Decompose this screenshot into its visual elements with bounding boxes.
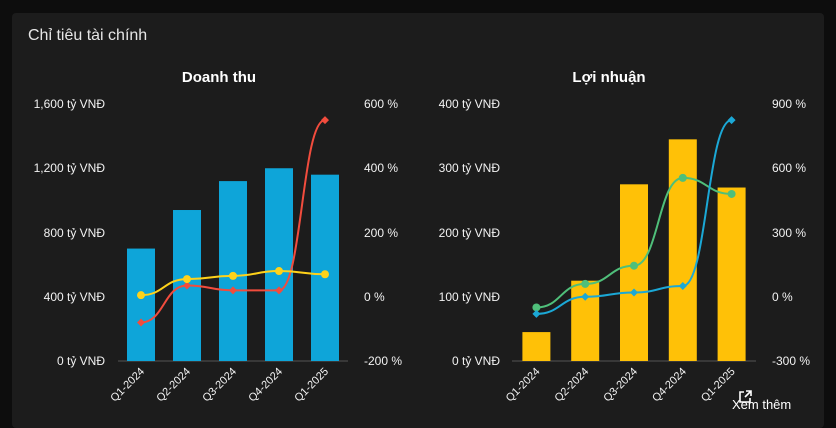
revenue-line-0-point[interactable] [275, 286, 283, 295]
profit-right-tick: 600 % [772, 161, 806, 175]
revenue-line-1-point[interactable] [137, 291, 145, 300]
revenue-line-1-point[interactable] [321, 270, 329, 279]
profit-line-1-point[interactable] [678, 282, 687, 291]
revenue-x-label: Q4-2024 [246, 366, 285, 405]
revenue-left-tick: 0 tỷ VNĐ [57, 354, 105, 368]
profit-right-tick: -300 % [772, 354, 810, 368]
revenue-left-tick: 400 tỷ VNĐ [44, 290, 106, 304]
revenue-line-0 [140, 119, 326, 324]
profit-chart: Lợi nhuận 400 tỷ VNĐ 300 tỷ VNĐ 200 tỷ V… [439, 69, 811, 404]
profit-line-0-point[interactable] [532, 303, 541, 312]
revenue-line-0-point[interactable] [321, 116, 329, 125]
revenue-line-0-point[interactable] [183, 281, 191, 290]
revenue-x-label: Q3-2024 [200, 366, 239, 405]
profit-bar[interactable] [571, 280, 600, 361]
revenue-line-0-point[interactable] [137, 318, 145, 327]
revenue-line-1-point[interactable] [183, 275, 191, 284]
profit-bar[interactable] [668, 139, 697, 361]
revenue-bar[interactable] [265, 168, 293, 361]
revenue-left-tick: 800 tỷ VNĐ [44, 226, 106, 240]
revenue-right-tick: -200 % [364, 354, 402, 368]
revenue-chart: Doanh thu 1,600 tỷ VNĐ 1,200 tỷ VNĐ 800 … [34, 69, 403, 404]
profit-line-0-point[interactable] [727, 189, 736, 198]
revenue-line-0-point[interactable] [229, 286, 237, 295]
revenue-x-label: Q2-2024 [154, 366, 193, 405]
see-more-button[interactable]: Xem thêm [732, 390, 822, 418]
profit-line-0-point[interactable] [678, 173, 687, 182]
profit-line-0-point[interactable] [630, 261, 638, 270]
profit-left-tick: 100 tỷ VNĐ [439, 290, 501, 304]
revenue-left-tick: 1,200 tỷ VNĐ [34, 161, 106, 175]
revenue-bar[interactable] [127, 248, 155, 361]
profit-left-tick: 400 tỷ VNĐ [439, 97, 501, 111]
profit-left-tick: 0 tỷ VNĐ [452, 354, 500, 368]
profit-left-tick: 300 tỷ VNĐ [439, 161, 501, 175]
profit-bar[interactable] [620, 184, 648, 361]
section-title: Chỉ tiêu tài chính [28, 27, 148, 44]
profit-bar[interactable] [717, 187, 746, 361]
revenue-bar[interactable] [219, 181, 247, 361]
profit-right-tick: 0 % [772, 290, 793, 304]
revenue-x-label: Q1-2025 [292, 366, 331, 405]
see-more-label: Xem thêm [732, 396, 792, 412]
profit-chart-title: Lợi nhuận [572, 69, 645, 86]
revenue-chart-title: Doanh thu [182, 69, 256, 86]
revenue-right-tick: 200 % [364, 226, 398, 240]
profit-left-tick: 200 tỷ VNĐ [439, 226, 501, 240]
revenue-bar[interactable] [311, 174, 339, 361]
profit-x-label: Q4-2024 [650, 366, 689, 405]
profit-line-1-point[interactable] [532, 309, 541, 318]
expand-icon [739, 390, 752, 403]
profit-right-tick: 900 % [772, 97, 806, 111]
profit-x-label: Q3-2024 [601, 366, 640, 405]
revenue-right-tick: 600 % [364, 97, 398, 111]
profit-line-1 [536, 119, 732, 315]
profit-x-label: Q2-2024 [553, 366, 592, 405]
revenue-right-tick: 400 % [364, 161, 398, 175]
revenue-right-tick: 0 % [364, 290, 385, 304]
profit-bar[interactable] [522, 332, 551, 361]
profit-line-1-point[interactable] [727, 116, 736, 125]
profit-line-0-point[interactable] [581, 279, 590, 288]
profit-right-tick: 300 % [772, 226, 806, 240]
revenue-x-label: Q1-2024 [108, 366, 147, 405]
profit-line-1-point[interactable] [630, 288, 638, 297]
profit-x-label: Q1-2024 [504, 366, 543, 405]
profit-line-1-point[interactable] [581, 292, 590, 301]
revenue-line-1-point[interactable] [275, 267, 283, 276]
revenue-line-1-point[interactable] [229, 271, 237, 280]
revenue-left-tick: 1,600 tỷ VNĐ [34, 97, 106, 111]
